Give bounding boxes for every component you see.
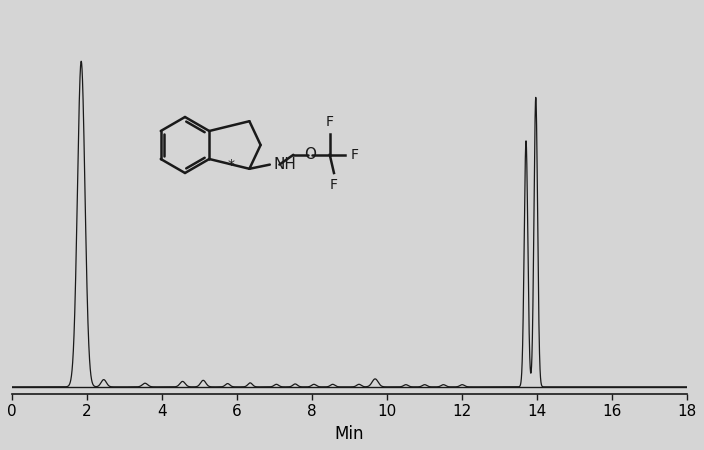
Text: F: F — [330, 178, 338, 192]
Text: NH: NH — [273, 157, 296, 172]
Text: F: F — [326, 115, 334, 129]
Text: *: * — [228, 158, 235, 171]
Text: O: O — [304, 147, 316, 162]
Text: F: F — [350, 148, 358, 162]
X-axis label: Min: Min — [335, 425, 365, 443]
